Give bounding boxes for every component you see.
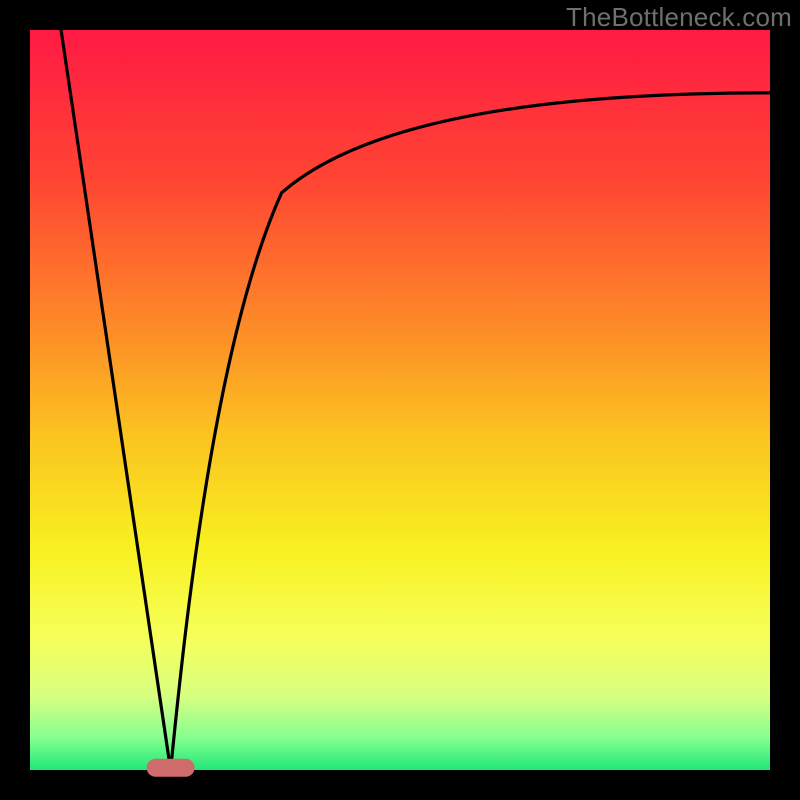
optimum-marker — [147, 759, 195, 777]
bottleneck-chart: TheBottleneck.com — [0, 0, 800, 800]
chart-svg — [0, 0, 800, 800]
gradient-background — [30, 30, 770, 770]
watermark-text: TheBottleneck.com — [566, 2, 792, 33]
